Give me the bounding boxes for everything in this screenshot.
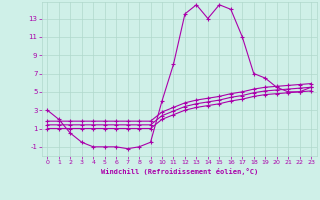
X-axis label: Windchill (Refroidissement éolien,°C): Windchill (Refroidissement éolien,°C): [100, 168, 258, 175]
